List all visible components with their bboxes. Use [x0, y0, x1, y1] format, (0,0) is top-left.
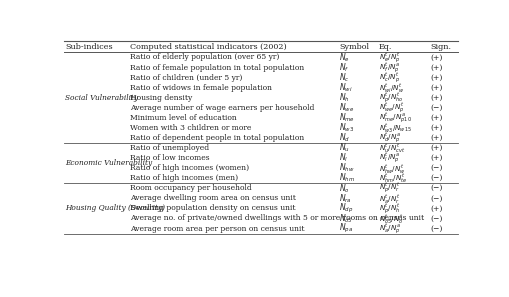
Text: Ratio of unemployed: Ratio of unemployed	[130, 144, 209, 152]
Text: $N_{wi}^t/N_w^t$: $N_{wi}^t/N_w^t$	[379, 81, 404, 94]
Text: (+): (+)	[430, 64, 442, 72]
Text: (−): (−)	[430, 104, 442, 112]
Text: $N_{hw}$: $N_{hw}$	[340, 162, 355, 174]
Text: (+): (+)	[430, 134, 442, 142]
Text: $N_{we}$: $N_{we}$	[340, 102, 354, 114]
Text: Ratio of dependent people in total population: Ratio of dependent people in total popul…	[130, 134, 304, 142]
Text: (+): (+)	[430, 94, 442, 102]
Text: $N_{ra}$: $N_{ra}$	[340, 192, 352, 205]
Text: Economic Vulnerability: Economic Vulnerability	[65, 159, 152, 167]
Text: Ratio of low incomes: Ratio of low incomes	[130, 154, 210, 162]
Text: Ratio of widows in female population: Ratio of widows in female population	[130, 84, 272, 92]
Text: $N_e^t/N_p^t$: $N_e^t/N_p^t$	[379, 50, 401, 65]
Text: (−): (−)	[430, 184, 442, 192]
Text: (−): (−)	[430, 164, 442, 172]
Text: $N_o$: $N_o$	[340, 182, 350, 195]
Text: (+): (+)	[430, 74, 442, 82]
Text: (+): (+)	[430, 84, 442, 92]
Text: Minimum level of education: Minimum level of education	[130, 114, 237, 122]
Text: $N_{pa}$: $N_{pa}$	[340, 222, 353, 235]
Text: $N_l$: $N_l$	[340, 152, 349, 164]
Text: $N_{hw}^t/N_w^t$: $N_{hw}^t/N_w^t$	[379, 162, 406, 175]
Text: Average no. of private/owned dwellings with 5 or more rooms on census unit: Average no. of private/owned dwellings w…	[130, 214, 425, 222]
Text: (+): (+)	[430, 124, 442, 132]
Text: $N_p^t/N_r^t$: $N_p^t/N_r^t$	[379, 181, 400, 195]
Text: Sub-indices: Sub-indices	[65, 43, 113, 51]
Text: (+): (+)	[430, 144, 442, 152]
Text: $N_d^t/N_p^a$: $N_d^t/N_p^a$	[379, 131, 401, 145]
Text: (−): (−)	[430, 174, 442, 182]
Text: $N_{me}$: $N_{me}$	[340, 112, 355, 124]
Text: $N_{we}^t/N_p^t$: $N_{we}^t/N_p^t$	[379, 101, 405, 115]
Text: $N_l^t/N_p^a$: $N_l^t/N_p^a$	[379, 151, 400, 165]
Text: $N_a^t/N_r^t$: $N_a^t/N_r^t$	[379, 192, 400, 205]
Text: (+): (+)	[430, 53, 442, 61]
Text: $N_{wi}$: $N_{wi}$	[340, 81, 353, 94]
Text: Social Vulnerability: Social Vulnerability	[65, 94, 138, 102]
Text: $N_p^t/N_h^t$: $N_p^t/N_h^t$	[379, 201, 401, 216]
Text: $N_{o5}^t/N_o^t$: $N_{o5}^t/N_o^t$	[379, 212, 404, 225]
Text: $N_{w3}^t/N_{w15}$: $N_{w3}^t/N_{w15}$	[379, 121, 412, 135]
Text: Ratio of elderly population (over 65 yr): Ratio of elderly population (over 65 yr)	[130, 53, 279, 61]
Text: $N_{hm}$: $N_{hm}$	[340, 172, 355, 184]
Text: $N_{me}^t/N_{p10}^a$: $N_{me}^t/N_{p10}^a$	[379, 111, 412, 125]
Text: Dwelling population density on census unit: Dwelling population density on census un…	[130, 204, 296, 212]
Text: Room occupancy per household: Room occupancy per household	[130, 184, 252, 192]
Text: (+): (+)	[430, 114, 442, 122]
Text: Sign.: Sign.	[430, 43, 451, 51]
Text: $N_d$: $N_d$	[340, 132, 351, 144]
Text: Eq.: Eq.	[379, 43, 392, 51]
Text: $N_{w3}$: $N_{w3}$	[340, 122, 354, 134]
Text: $N_u$: $N_u$	[340, 142, 350, 154]
Text: Average room area per person on census unit: Average room area per person on census u…	[130, 225, 305, 233]
Text: $N_p^t/N_{ho}^t$: $N_p^t/N_{ho}^t$	[379, 91, 404, 105]
Text: Average dwelling room area on census unit: Average dwelling room area on census uni…	[130, 194, 296, 202]
Text: Symbol: Symbol	[340, 43, 370, 51]
Text: $N_{hm}^t/N_{te}^t$: $N_{hm}^t/N_{te}^t$	[379, 172, 407, 185]
Text: $N_c$: $N_c$	[340, 71, 350, 84]
Text: Ratio of high incomes (men): Ratio of high incomes (men)	[130, 174, 238, 182]
Text: $N_f$: $N_f$	[340, 61, 350, 74]
Text: $N_c^t/N_p^t$: $N_c^t/N_p^t$	[379, 70, 400, 85]
Text: Housing density: Housing density	[130, 94, 192, 102]
Text: Women with 3 children or more: Women with 3 children or more	[130, 124, 251, 132]
Text: (+): (+)	[430, 204, 442, 212]
Text: Ratio of children (under 5 yr): Ratio of children (under 5 yr)	[130, 74, 243, 82]
Text: $N_e$: $N_e$	[340, 51, 350, 64]
Text: (−): (−)	[430, 214, 442, 222]
Text: (+): (+)	[430, 154, 442, 162]
Text: Ratio of high incomes (women): Ratio of high incomes (women)	[130, 164, 249, 172]
Text: Ratio of female population in total population: Ratio of female population in total popu…	[130, 64, 304, 72]
Text: Housing Quality (Security): Housing Quality (Security)	[65, 204, 165, 212]
Text: Average number of wage earners per household: Average number of wage earners per house…	[130, 104, 315, 112]
Text: $N_h$: $N_h$	[340, 91, 350, 104]
Text: (−): (−)	[430, 225, 442, 233]
Text: $N_u^t/N_{cvt}^t$: $N_u^t/N_{cvt}^t$	[379, 141, 406, 155]
Text: $N_{o5}$: $N_{o5}$	[340, 212, 353, 225]
Text: $N_a^t/N_p^a$: $N_a^t/N_p^a$	[379, 221, 401, 236]
Text: $N_f^t/N_p^a$: $N_f^t/N_p^a$	[379, 60, 400, 75]
Text: (−): (−)	[430, 194, 442, 202]
Text: $N_{dp}$: $N_{dp}$	[340, 202, 354, 215]
Text: Computed statistical indicators (2002): Computed statistical indicators (2002)	[130, 43, 287, 51]
